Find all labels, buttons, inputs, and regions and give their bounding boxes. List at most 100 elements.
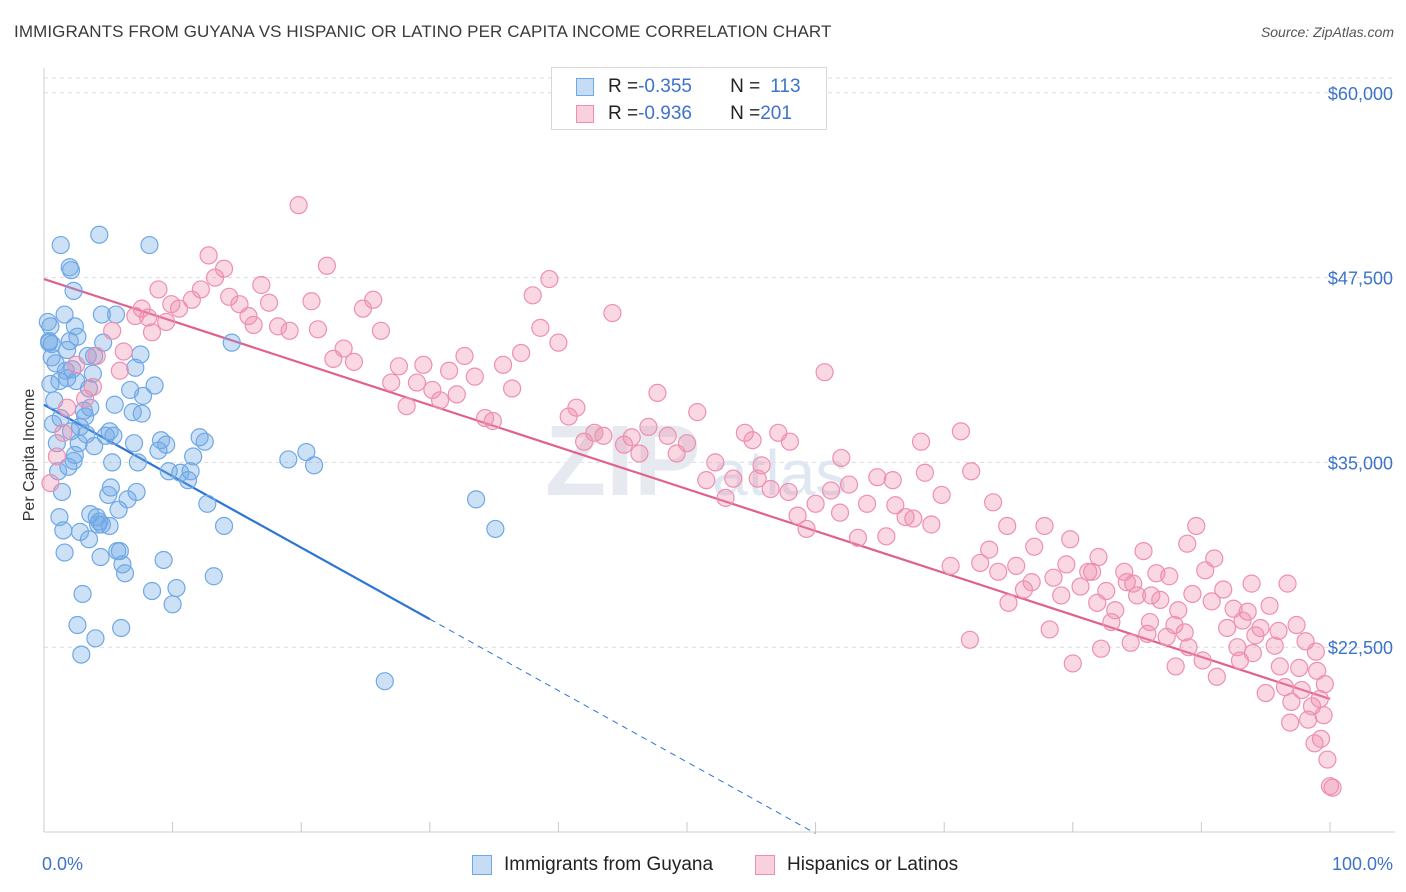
data-point [1057,555,1076,574]
data-point [1228,638,1247,657]
data-point [124,434,144,453]
data-point [1270,657,1289,676]
r-label: R = [608,76,639,97]
data-point [1278,574,1297,593]
data-point [70,417,90,437]
data-point [103,453,122,472]
data-point [1117,573,1136,592]
data-point [1214,580,1233,599]
data-point [67,355,86,374]
data-point [222,333,241,352]
data-points [38,196,1342,797]
data-point [115,564,135,583]
data-point [133,386,153,405]
data-point [1308,661,1327,680]
data-point [962,462,981,481]
data-point [1147,564,1166,583]
data-point [1089,547,1108,567]
data-point [896,507,915,527]
data-point [748,469,767,488]
data-point [81,505,100,524]
data-point [51,235,70,255]
data-point [1169,601,1188,620]
legend-swatch-pink [576,105,594,123]
data-point [109,500,128,519]
data-point [128,453,147,472]
data-point [1025,537,1044,556]
data-point [735,423,754,442]
data-point [86,629,105,648]
y-tick-label: $60,000 [1328,84,1393,104]
data-point [886,496,905,515]
data-point [280,321,299,340]
y-axis-label: Per Capita Income [21,389,38,522]
data-point [79,530,99,549]
data-point [204,567,223,586]
data-point [512,343,531,363]
data-point [540,269,559,289]
data-point [1302,697,1322,716]
data-point [1306,642,1325,661]
data-point [157,312,176,332]
data-point [239,306,258,326]
data-point [382,373,401,392]
r-label: R = [608,103,639,124]
data-point [1175,623,1194,642]
legend-row-hispanic: R = -0.936 N = 201 [576,101,792,127]
legend-item-hispanic: Hispanics or Latinos [755,852,958,878]
source-label: Source: ZipAtlas.com [1260,24,1394,40]
data-point [724,469,743,488]
data-point [466,490,486,509]
data-point [123,403,142,422]
data-point [58,340,77,360]
data-point [603,303,622,323]
data-point [1044,568,1063,587]
r-value: -0.355 [638,76,692,97]
data-point [154,550,173,570]
data-point [68,615,87,635]
data-point [1134,541,1153,561]
data-point [244,315,263,334]
series-hispanic [41,196,1342,797]
x-tick-label-end: 100.0% [1332,854,1393,874]
data-point [157,435,176,454]
data-point [259,293,279,312]
data-point [252,275,271,295]
data-point [169,299,189,318]
data-point [1014,580,1034,599]
data-point [68,327,87,346]
data-point [1140,612,1160,632]
data-point [317,256,337,275]
data-point [65,445,84,465]
data-point [1091,639,1111,658]
data-point [1193,651,1212,670]
data-point [114,342,133,361]
data-point [779,482,798,502]
data-point [531,318,550,337]
data-point [911,432,931,451]
y-tick-label: $35,000 [1328,453,1393,473]
data-point [289,196,308,215]
data-point [214,259,234,278]
data-point [302,292,321,311]
data-point [81,398,100,417]
data-point [1311,729,1331,748]
data-point [567,398,586,417]
data-point [389,357,409,376]
data-point [100,422,119,441]
data-point [92,305,111,324]
data-point [1242,574,1261,593]
data-point [1052,586,1071,605]
data-point [788,506,807,525]
data-point [51,408,70,428]
data-point [191,280,210,299]
data-point [58,398,77,417]
data-point [1138,624,1157,643]
data-point [1179,638,1198,657]
n-value: 201 [760,103,792,124]
data-point [883,471,902,490]
data-point [112,618,131,638]
data-point [72,645,91,664]
data-point [1178,534,1197,553]
data-point [980,540,999,559]
